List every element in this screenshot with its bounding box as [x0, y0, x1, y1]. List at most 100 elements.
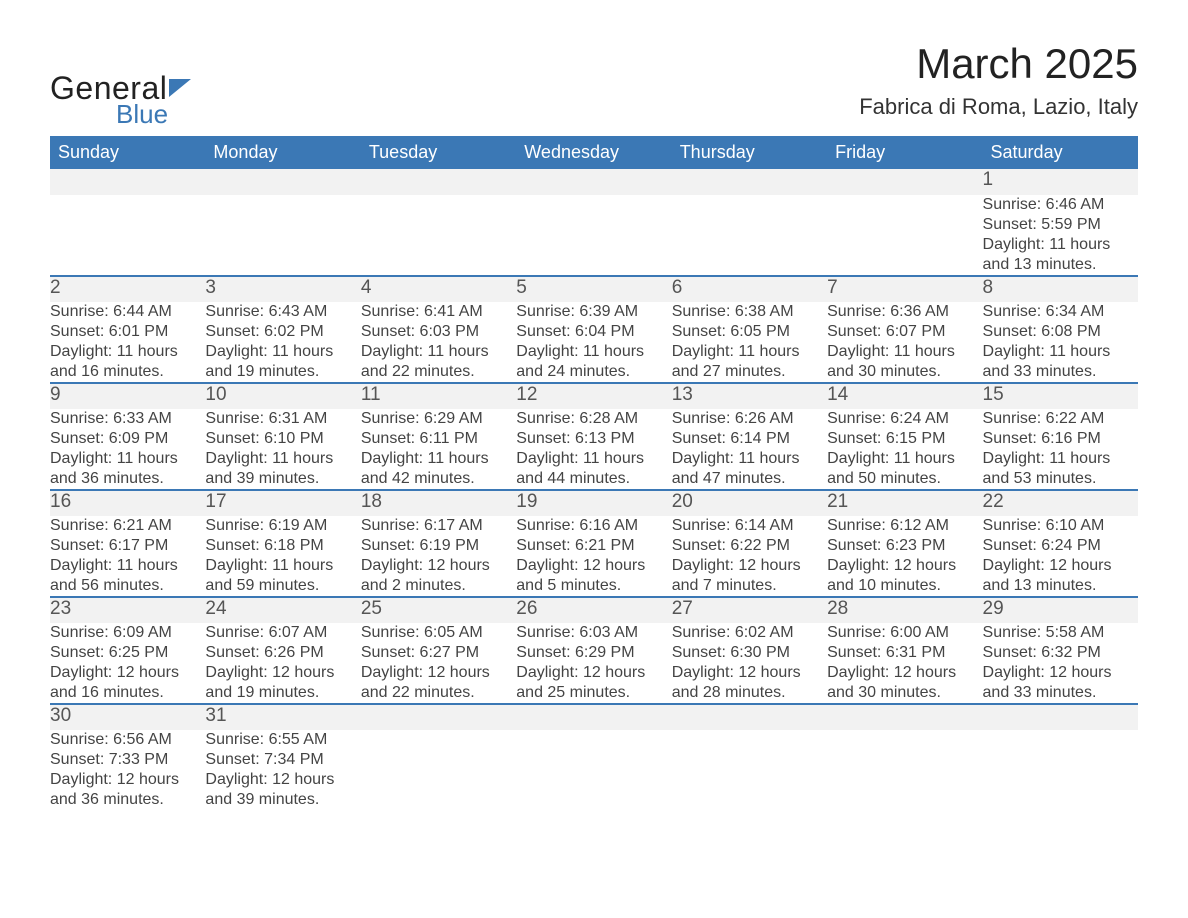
daylight-text: Daylight: 11 hours	[672, 449, 827, 469]
daylight-text: and 19 minutes.	[205, 683, 360, 703]
day-details-cell	[516, 730, 671, 810]
daylight-text: and 30 minutes.	[827, 362, 982, 382]
day-number-cell: 16	[50, 490, 205, 516]
daylight-text: and 33 minutes.	[983, 362, 1138, 382]
daylight-text: Daylight: 11 hours	[672, 342, 827, 362]
sunrise-text: Sunrise: 6:38 AM	[672, 302, 827, 322]
day-details-cell: Sunrise: 6:46 AMSunset: 5:59 PMDaylight:…	[983, 195, 1138, 276]
daylight-text: Daylight: 12 hours	[983, 556, 1138, 576]
daylight-text: Daylight: 11 hours	[983, 342, 1138, 362]
sunrise-text: Sunrise: 6:19 AM	[205, 516, 360, 536]
weekday-header: Friday	[827, 136, 982, 169]
day-details-cell: Sunrise: 6:38 AMSunset: 6:05 PMDaylight:…	[672, 302, 827, 383]
sunset-text: Sunset: 6:21 PM	[516, 536, 671, 556]
day-details-cell	[827, 195, 982, 276]
sunrise-text: Sunrise: 6:39 AM	[516, 302, 671, 322]
daylight-text: and 30 minutes.	[827, 683, 982, 703]
sunset-text: Sunset: 6:09 PM	[50, 429, 205, 449]
daylight-text: and 13 minutes.	[983, 576, 1138, 596]
daylight-text: and 56 minutes.	[50, 576, 205, 596]
daylight-text: and 36 minutes.	[50, 469, 205, 489]
day-details-cell	[205, 195, 360, 276]
day-number-cell	[827, 704, 982, 730]
sunset-text: Sunset: 6:13 PM	[516, 429, 671, 449]
sunset-text: Sunset: 6:10 PM	[205, 429, 360, 449]
sunset-text: Sunset: 6:29 PM	[516, 643, 671, 663]
daylight-text: and 19 minutes.	[205, 362, 360, 382]
day-details-cell: Sunrise: 6:56 AMSunset: 7:33 PMDaylight:…	[50, 730, 205, 810]
sunrise-text: Sunrise: 6:43 AM	[205, 302, 360, 322]
day-number-cell: 2	[50, 276, 205, 302]
day-number-cell: 15	[983, 383, 1138, 409]
day-details-row: Sunrise: 6:21 AMSunset: 6:17 PMDaylight:…	[50, 516, 1138, 597]
day-number-cell: 28	[827, 597, 982, 623]
daylight-text: Daylight: 11 hours	[205, 556, 360, 576]
day-number-cell	[827, 169, 982, 195]
day-number-cell: 29	[983, 597, 1138, 623]
day-number-row: 3031	[50, 704, 1138, 730]
day-number-row: 9101112131415	[50, 383, 1138, 409]
day-details-cell: Sunrise: 6:55 AMSunset: 7:34 PMDaylight:…	[205, 730, 360, 810]
day-number-cell	[516, 169, 671, 195]
sunset-text: Sunset: 7:33 PM	[50, 750, 205, 770]
sunset-text: Sunset: 6:15 PM	[827, 429, 982, 449]
day-details-cell: Sunrise: 6:14 AMSunset: 6:22 PMDaylight:…	[672, 516, 827, 597]
sunrise-text: Sunrise: 6:16 AM	[516, 516, 671, 536]
sunrise-text: Sunrise: 6:33 AM	[50, 409, 205, 429]
day-details-cell: Sunrise: 6:07 AMSunset: 6:26 PMDaylight:…	[205, 623, 360, 704]
day-number-cell: 9	[50, 383, 205, 409]
daylight-text: and 33 minutes.	[983, 683, 1138, 703]
sunrise-text: Sunrise: 5:58 AM	[983, 623, 1138, 643]
weekday-header: Thursday	[672, 136, 827, 169]
daylight-text: Daylight: 12 hours	[205, 770, 360, 790]
day-details-row: Sunrise: 6:46 AMSunset: 5:59 PMDaylight:…	[50, 195, 1138, 276]
day-details-cell	[983, 730, 1138, 810]
day-details-row: Sunrise: 6:56 AMSunset: 7:33 PMDaylight:…	[50, 730, 1138, 810]
day-details-cell: Sunrise: 6:29 AMSunset: 6:11 PMDaylight:…	[361, 409, 516, 490]
sunrise-text: Sunrise: 6:09 AM	[50, 623, 205, 643]
daylight-text: Daylight: 11 hours	[516, 449, 671, 469]
daylight-text: Daylight: 11 hours	[205, 449, 360, 469]
day-number-cell: 27	[672, 597, 827, 623]
sunrise-text: Sunrise: 6:34 AM	[983, 302, 1138, 322]
day-number-cell	[50, 169, 205, 195]
day-details-cell: Sunrise: 6:28 AMSunset: 6:13 PMDaylight:…	[516, 409, 671, 490]
daylight-text: and 53 minutes.	[983, 469, 1138, 489]
day-details-cell: Sunrise: 6:19 AMSunset: 6:18 PMDaylight:…	[205, 516, 360, 597]
sunrise-text: Sunrise: 6:24 AM	[827, 409, 982, 429]
day-number-cell: 30	[50, 704, 205, 730]
sunrise-text: Sunrise: 6:56 AM	[50, 730, 205, 750]
day-details-cell: Sunrise: 6:22 AMSunset: 6:16 PMDaylight:…	[983, 409, 1138, 490]
daylight-text: Daylight: 12 hours	[361, 663, 516, 683]
daylight-text: Daylight: 11 hours	[50, 449, 205, 469]
sunset-text: Sunset: 6:04 PM	[516, 322, 671, 342]
logo-word-blue: Blue	[116, 99, 191, 130]
day-number-cell: 5	[516, 276, 671, 302]
day-number-row: 23242526272829	[50, 597, 1138, 623]
sunset-text: Sunset: 6:07 PM	[827, 322, 982, 342]
daylight-text: Daylight: 11 hours	[361, 342, 516, 362]
logo: General Blue	[50, 70, 191, 130]
sunset-text: Sunset: 6:02 PM	[205, 322, 360, 342]
day-details-cell: Sunrise: 6:02 AMSunset: 6:30 PMDaylight:…	[672, 623, 827, 704]
calendar-table: Sunday Monday Tuesday Wednesday Thursday…	[50, 136, 1138, 810]
day-number-cell	[361, 169, 516, 195]
day-details-cell: Sunrise: 6:16 AMSunset: 6:21 PMDaylight:…	[516, 516, 671, 597]
sunset-text: Sunset: 6:23 PM	[827, 536, 982, 556]
sunrise-text: Sunrise: 6:44 AM	[50, 302, 205, 322]
day-number-cell	[516, 704, 671, 730]
sunrise-text: Sunrise: 6:41 AM	[361, 302, 516, 322]
daylight-text: Daylight: 11 hours	[516, 342, 671, 362]
sunrise-text: Sunrise: 6:22 AM	[983, 409, 1138, 429]
daylight-text: Daylight: 12 hours	[672, 556, 827, 576]
day-number-cell: 22	[983, 490, 1138, 516]
sunrise-text: Sunrise: 6:14 AM	[672, 516, 827, 536]
day-details-cell	[672, 730, 827, 810]
sunrise-text: Sunrise: 6:02 AM	[672, 623, 827, 643]
day-number-row: 1	[50, 169, 1138, 195]
day-details-cell	[672, 195, 827, 276]
daylight-text: and 25 minutes.	[516, 683, 671, 703]
sunrise-text: Sunrise: 6:00 AM	[827, 623, 982, 643]
sunrise-text: Sunrise: 6:55 AM	[205, 730, 360, 750]
day-number-cell	[672, 169, 827, 195]
